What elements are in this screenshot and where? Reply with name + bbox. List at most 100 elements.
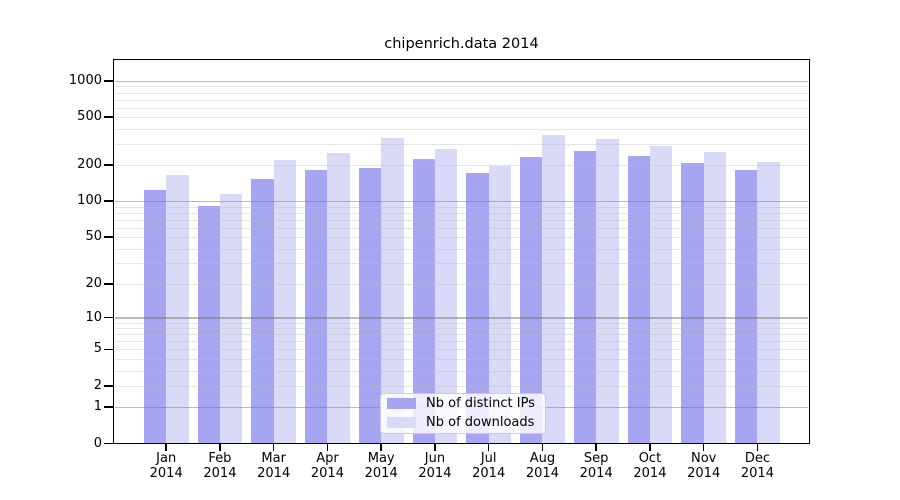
y-axis-label: 500 xyxy=(77,109,102,125)
minor-gridline xyxy=(115,248,808,250)
minor-gridline xyxy=(115,128,808,130)
y-axis-tick xyxy=(104,348,113,351)
y-axis-tick xyxy=(104,406,113,408)
major-gridline xyxy=(115,317,808,319)
x-axis-label: Sep 2014 xyxy=(579,451,613,481)
y-axis-label: 50 xyxy=(85,229,102,245)
x-axis-label: Jul 2014 xyxy=(472,451,506,481)
chart-title: chipenrich.data 2014 xyxy=(384,36,539,52)
bar-distinct-ips-dec xyxy=(735,169,758,444)
minor-gridline xyxy=(115,92,808,94)
minor-gridline xyxy=(115,334,808,336)
bar-distinct-ips-oct xyxy=(627,155,650,444)
bar-distinct-ips-jul xyxy=(466,173,489,444)
x-axis-tick xyxy=(272,443,275,451)
y-axis-label: 2 xyxy=(93,377,102,393)
legend-label: Nb of downloads xyxy=(426,414,535,430)
x-axis-label: Mar 2014 xyxy=(257,451,291,481)
x-axis-label: Oct 2014 xyxy=(633,451,667,481)
y-axis-label: 1 xyxy=(93,399,102,415)
minor-gridline xyxy=(115,107,808,109)
minor-gridline xyxy=(115,237,808,239)
y-axis-tick xyxy=(104,236,113,238)
bar-distinct-ips-aug xyxy=(520,156,543,444)
x-axis-label: Apr 2014 xyxy=(310,451,344,481)
minor-gridline xyxy=(115,212,808,214)
minor-gridline xyxy=(115,143,808,145)
y-axis-tick xyxy=(104,316,113,319)
minor-gridline xyxy=(115,349,808,351)
x-axis-tick xyxy=(165,443,167,451)
bar-downloads-jan xyxy=(166,175,189,444)
bar-distinct-ips-sep xyxy=(573,151,597,444)
x-axis-label: Feb 2014 xyxy=(203,451,237,481)
legend-row: Nb of downloads xyxy=(381,413,545,432)
minor-gridline xyxy=(115,99,808,101)
bar-distinct-ips-jan xyxy=(143,190,167,444)
bar-distinct-ips-feb xyxy=(197,205,220,444)
x-axis-label: May 2014 xyxy=(364,451,398,481)
y-axis-tick xyxy=(104,116,113,119)
major-gridline xyxy=(115,201,808,203)
minor-gridline xyxy=(115,165,808,167)
bar-downloads-dec xyxy=(757,161,780,444)
y-axis-label: 20 xyxy=(85,275,102,291)
y-axis-label: 5 xyxy=(93,341,102,357)
x-axis-tick xyxy=(380,443,382,451)
y-axis-label: 10 xyxy=(85,309,102,325)
x-axis-label: Dec 2014 xyxy=(740,451,774,481)
minor-gridline xyxy=(115,328,808,330)
bar-downloads-nov xyxy=(703,151,727,444)
x-axis-tick xyxy=(649,443,651,451)
x-axis-label: Jun 2014 xyxy=(418,451,452,481)
y-axis-label: 100 xyxy=(77,193,102,209)
minor-gridline xyxy=(115,359,808,361)
bar-downloads-sep xyxy=(596,139,619,444)
bar-distinct-ips-may xyxy=(358,167,382,444)
bar-distinct-ips-nov xyxy=(681,162,704,444)
y-axis-label: 200 xyxy=(77,157,102,173)
x-axis-tick xyxy=(326,443,329,451)
x-axis-tick xyxy=(434,443,436,451)
x-axis-tick xyxy=(595,443,597,451)
minor-gridline xyxy=(115,219,808,221)
legend-swatch-icon xyxy=(387,416,416,428)
x-axis-label: Nov 2014 xyxy=(687,451,721,481)
minor-gridline xyxy=(115,283,808,285)
x-axis-tick xyxy=(219,443,221,451)
bar-distinct-ips-apr xyxy=(305,170,328,444)
minor-gridline xyxy=(115,117,808,119)
minor-gridline xyxy=(115,206,808,208)
minor-gridline xyxy=(115,370,808,372)
legend-label: Nb of distinct IPs xyxy=(426,395,535,411)
legend-row: Nb of distinct IPs xyxy=(381,394,545,413)
bar-downloads-feb xyxy=(219,194,243,444)
legend: Nb of distinct IPs Nb of downloads xyxy=(380,392,546,434)
y-axis-tick xyxy=(104,385,113,387)
bar-downloads-mar xyxy=(273,160,297,444)
y-axis-tick xyxy=(104,200,113,203)
y-axis-tick xyxy=(104,80,113,82)
y-axis-label: 0 xyxy=(93,435,102,451)
major-gridline xyxy=(115,80,808,83)
bar-downloads-may xyxy=(381,137,404,444)
x-axis-label: Jan 2014 xyxy=(149,451,183,481)
bar-distinct-ips-mar xyxy=(251,179,274,444)
bar-distinct-ips-jun xyxy=(412,159,435,444)
y-axis-tick xyxy=(104,164,113,166)
x-axis-tick xyxy=(541,443,544,451)
minor-gridline xyxy=(115,263,808,265)
bar-downloads-jul xyxy=(488,166,512,444)
y-axis-tick xyxy=(104,442,113,445)
y-axis-tick xyxy=(104,282,113,285)
bar-downloads-oct xyxy=(649,145,673,444)
minor-gridline xyxy=(115,227,808,229)
bar-downloads-apr xyxy=(327,152,350,444)
minor-gridline xyxy=(115,341,808,343)
x-axis-label: Aug 2014 xyxy=(525,451,559,481)
x-axis-tick xyxy=(756,443,759,451)
bar-downloads-aug xyxy=(542,134,565,444)
minor-gridline xyxy=(115,322,808,324)
minor-gridline xyxy=(115,86,808,88)
